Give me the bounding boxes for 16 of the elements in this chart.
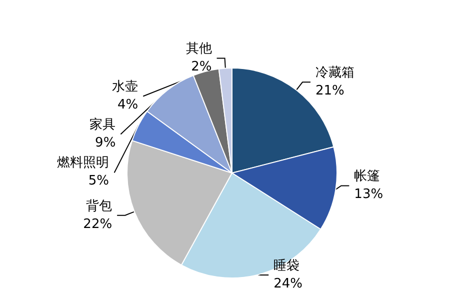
slice-label: 背包 [86,198,112,214]
slice-label: 帐篷 [354,169,380,184]
data-label: 4% [118,98,138,113]
slice-label: 水壶 [112,80,138,95]
data-label: 24% [274,276,303,292]
data-label: 13% [354,187,384,202]
data-label: 9% [95,136,116,151]
slice-label: 睡袋 [274,258,300,274]
data-label: 22% [83,216,112,232]
data-label: 5% [88,174,110,189]
data-label: 21% [315,84,344,99]
data-label: 2% [191,60,212,75]
slice-label: 冷藏箱 [315,66,354,81]
slice-label: 其他 [186,42,212,57]
slice-label: 家具 [90,116,116,133]
slice-label: 燃料照明 [57,156,110,171]
